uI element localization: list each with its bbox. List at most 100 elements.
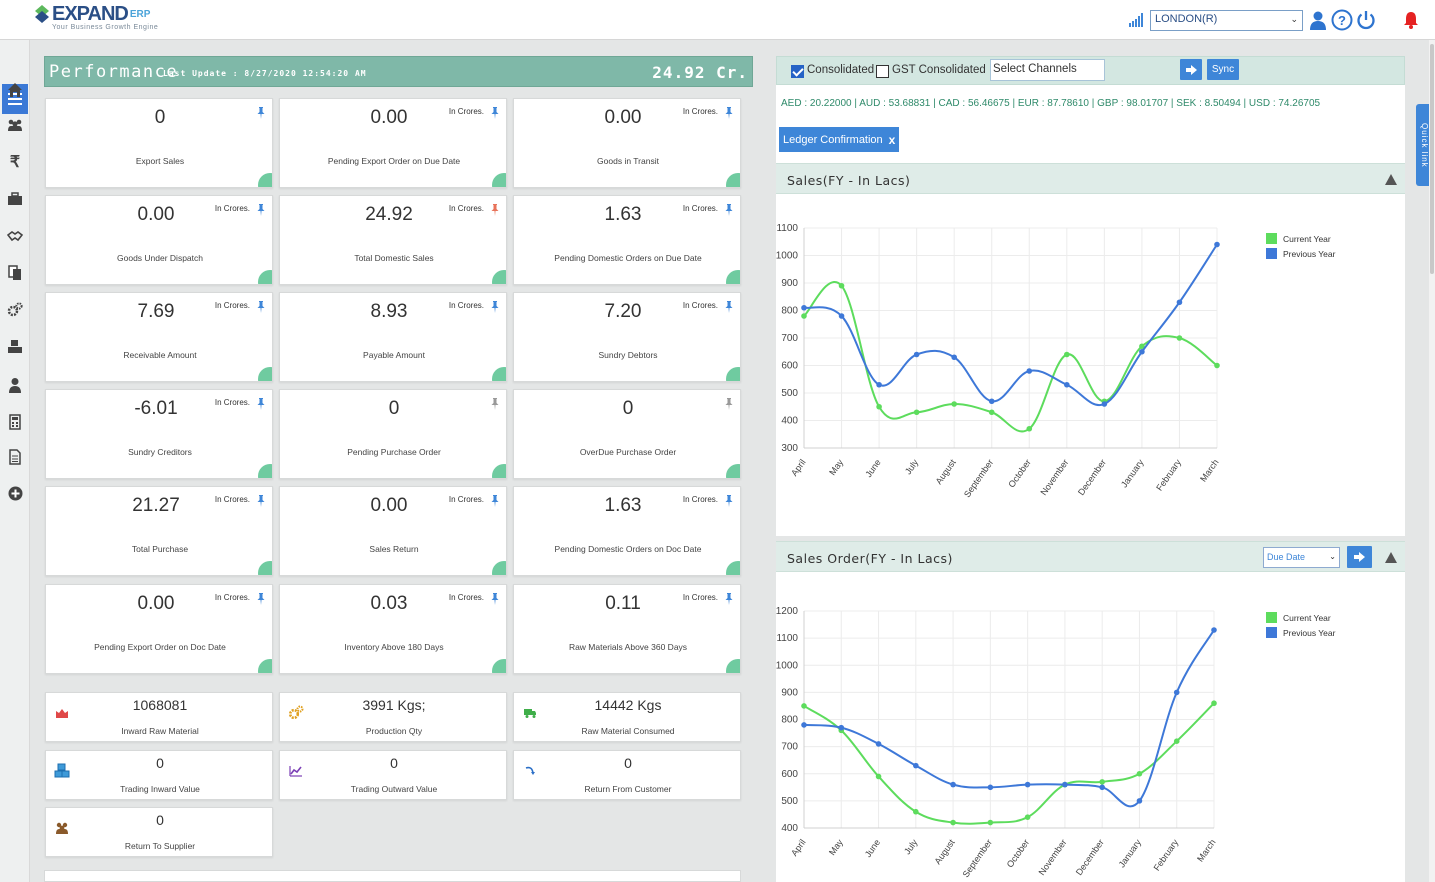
mini-kpi-card[interactable]: 3991 Kgs; Production Qty xyxy=(279,692,507,742)
kpi-card[interactable]: 0.00 In Crores. Goods Under Dispatch xyxy=(45,195,273,285)
pin-icon[interactable] xyxy=(256,301,266,313)
handshake-icon[interactable] xyxy=(5,226,25,246)
calculator-icon[interactable] xyxy=(5,412,25,432)
kpi-card[interactable]: 7.69 In Crores. Receivable Amount xyxy=(45,292,273,382)
apply-button[interactable] xyxy=(1347,546,1372,568)
collapse-icon[interactable] xyxy=(1385,174,1397,185)
kpi-card[interactable]: 7.20 In Crores. Sundry Debtors xyxy=(513,292,741,382)
ledger-confirmation-tag[interactable]: Ledger Confirmation x xyxy=(779,127,900,152)
cubes-icon[interactable] xyxy=(5,337,25,357)
pin-icon[interactable] xyxy=(490,495,500,507)
gst-consolidated-checkbox[interactable] xyxy=(876,65,889,78)
kpi-label: Inventory Above 180 Days xyxy=(344,642,444,652)
kpi-card[interactable]: 0.00 In Crores. Goods in Transit xyxy=(513,98,741,188)
pin-icon[interactable] xyxy=(490,593,500,605)
pin-icon[interactable] xyxy=(490,204,500,216)
due-date-select[interactable]: Due Date ⌄ xyxy=(1263,547,1340,568)
data-point-current xyxy=(913,808,919,815)
kpi-card[interactable]: 0.00 In Crores. Pending Export Order on Do… xyxy=(45,584,273,674)
kpi-card[interactable]: 0.11 In Crores. Raw Materials Above 360 Da… xyxy=(513,584,741,674)
data-point-previous xyxy=(1062,781,1068,788)
channels-select[interactable]: Select Channels xyxy=(990,59,1105,81)
mini-kpi-card[interactable]: 0 Trading Outward Value xyxy=(279,750,507,800)
kpi-card[interactable]: 0.00 In Crores. Pending Export Order on Du… xyxy=(279,98,507,188)
kpi-card[interactable]: 0 Export Sales xyxy=(45,98,273,188)
y-tick-label: 400 xyxy=(781,416,798,427)
person-icon[interactable] xyxy=(5,375,25,395)
x-tick-label: November xyxy=(1037,837,1069,877)
line-chart-icon xyxy=(288,763,304,779)
kpi-value: 7.69 xyxy=(137,301,175,322)
kpi-card[interactable]: 0 Pending Purchase Order xyxy=(279,389,507,479)
performance-total: 24.92 Cr. xyxy=(652,63,748,82)
kpi-card[interactable]: 0 OverDue Purchase Order xyxy=(513,389,741,479)
mini-kpi-card[interactable]: 0 Return From Customer xyxy=(513,750,741,800)
pin-icon[interactable] xyxy=(256,107,266,119)
pin-icon[interactable] xyxy=(490,301,500,313)
kpi-unit: In Crores. xyxy=(448,495,484,504)
report-icon[interactable] xyxy=(5,447,25,467)
pin-icon[interactable] xyxy=(256,593,266,605)
truck-icon xyxy=(522,705,538,721)
pin-icon[interactable] xyxy=(490,398,500,410)
user-icon[interactable] xyxy=(1307,9,1329,31)
location-value: LONDON(R) xyxy=(1155,13,1218,25)
pin-icon[interactable] xyxy=(490,107,500,119)
mini-kpi-card[interactable]: 14442 Kgs Raw Material Consumed xyxy=(513,692,741,742)
pin-icon[interactable] xyxy=(724,204,734,216)
legend-previous-label: Previous Year xyxy=(1283,627,1336,638)
page-scrollbar[interactable] xyxy=(1429,40,1435,882)
pin-icon[interactable] xyxy=(256,204,266,216)
data-point-current xyxy=(876,403,882,410)
close-icon[interactable]: x xyxy=(888,132,896,147)
legend-item-current[interactable]: Current Year xyxy=(1266,231,1335,246)
home-icon[interactable] xyxy=(5,80,25,100)
briefcase-icon[interactable] xyxy=(5,189,25,209)
kpi-card[interactable]: 0.03 In Crores. Inventory Above 180 Days xyxy=(279,584,507,674)
consolidated-checkbox[interactable] xyxy=(791,65,804,78)
collapse-icon[interactable] xyxy=(1385,552,1397,563)
kpi-card[interactable]: 1.63 In Crores. Pending Domestic Orders on… xyxy=(513,486,741,576)
kpi-unit: In Crores. xyxy=(214,495,250,504)
sales-chart-header: Sales(FY - In Lacs) xyxy=(776,163,1405,194)
pin-icon[interactable] xyxy=(724,301,734,313)
pin-icon[interactable] xyxy=(724,495,734,507)
power-icon[interactable] xyxy=(1355,9,1377,31)
kpi-card[interactable]: 0.00 In Crores. Sales Return xyxy=(279,486,507,576)
scrollbar-thumb[interactable] xyxy=(1430,44,1434,274)
kpi-label: Pending Domestic Orders on Due Date xyxy=(554,253,702,263)
legend-item-current[interactable]: Current Year xyxy=(1266,610,1335,625)
pin-icon[interactable] xyxy=(724,398,734,410)
documents-icon[interactable] xyxy=(5,263,25,283)
kpi-label: Sales Return xyxy=(369,544,419,554)
legend-item-previous[interactable]: Previous Year xyxy=(1266,625,1335,640)
x-tick-label: October xyxy=(1005,837,1032,869)
pin-icon[interactable] xyxy=(256,398,266,410)
add-circle-icon[interactable] xyxy=(5,483,25,503)
kpi-card[interactable]: -6.01 In Crores. Sundry Creditors xyxy=(45,389,273,479)
team-icon[interactable] xyxy=(5,115,25,135)
kpi-value: 0 xyxy=(154,107,166,128)
kpi-card[interactable]: 21.27 In Crores. Total Purchase xyxy=(45,486,273,576)
help-icon[interactable]: ? xyxy=(1331,9,1353,31)
brand-logo[interactable]: EXPAND ERP Your Business Growth Engine xyxy=(34,4,158,31)
bell-icon[interactable] xyxy=(1400,9,1422,31)
gears-icon[interactable] xyxy=(5,300,25,320)
data-point-current xyxy=(1026,425,1033,432)
location-select[interactable]: LONDON(R) ⌄ xyxy=(1150,10,1303,31)
kpi-card[interactable]: 24.92 In Crores. Total Domestic Sales xyxy=(279,195,507,285)
legend-item-previous[interactable]: Previous Year xyxy=(1266,246,1335,261)
mini-kpi-card[interactable]: 0 Trading Inward Value xyxy=(45,750,273,800)
pin-icon[interactable] xyxy=(724,593,734,605)
pin-icon[interactable] xyxy=(256,495,266,507)
mini-kpi-label: Return From Customer xyxy=(584,784,672,794)
go-button[interactable] xyxy=(1180,59,1202,80)
pin-icon[interactable] xyxy=(724,107,734,119)
quick-link-tab[interactable]: Quick link xyxy=(1416,104,1433,186)
mini-kpi-card[interactable]: 0 Return To Supplier xyxy=(45,807,273,857)
sync-button[interactable]: Sync xyxy=(1207,59,1239,80)
mini-kpi-card[interactable]: 1068081 Inward Raw Material xyxy=(45,692,273,742)
kpi-card[interactable]: 1.63 In Crores. Pending Domestic Orders on… xyxy=(513,195,741,285)
kpi-card[interactable]: 8.93 In Crores. Payable Amount xyxy=(279,292,507,382)
rupee-icon[interactable]: ₹ xyxy=(9,154,21,171)
